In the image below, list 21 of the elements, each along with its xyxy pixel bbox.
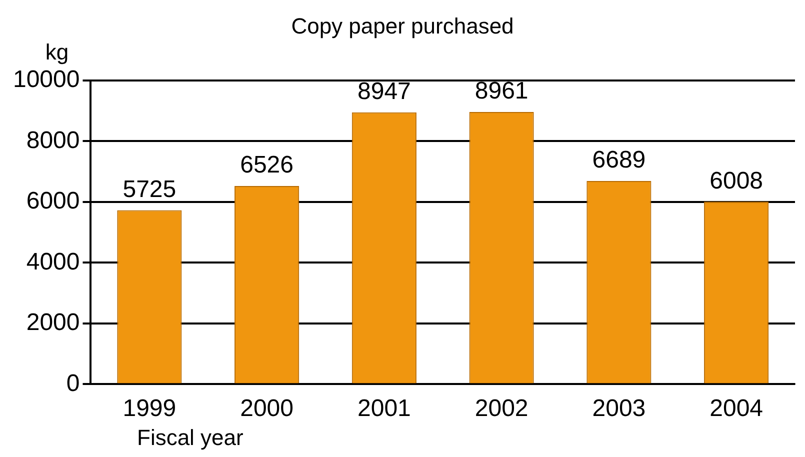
y-tick-label: 8000: [26, 126, 80, 154]
y-tick-label: 6000: [26, 188, 80, 215]
data-label: 6008: [710, 167, 764, 194]
x-tick-label: 1999: [122, 395, 176, 422]
x-tick-label: 2003: [592, 395, 646, 422]
y-tick-label: 4000: [26, 248, 80, 276]
data-label: 8961: [474, 78, 528, 105]
y-tick-label: 0: [66, 370, 80, 397]
data-label: 6526: [240, 152, 294, 179]
x-tick-label: 2002: [474, 395, 528, 422]
x-tick-label: 2001: [357, 395, 411, 422]
data-label: 5725: [122, 176, 176, 203]
y-tick-label: 10000: [12, 66, 80, 94]
y-tick-label: 2000: [26, 309, 80, 336]
y-axis-title: kg: [45, 39, 69, 64]
x-tick-label: 2000: [240, 395, 294, 422]
data-label: 6689: [592, 146, 646, 174]
data-label: 8947: [357, 78, 411, 106]
chart-title: Copy paper purchased: [291, 13, 514, 38]
x-axis-title: Fiscal year: [137, 425, 244, 450]
x-tick-label: 2004: [710, 395, 764, 422]
